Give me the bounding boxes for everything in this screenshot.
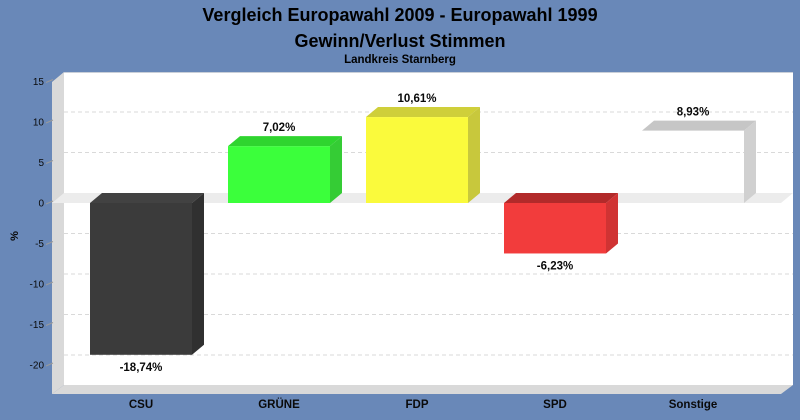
- bar-sonstige-side: [744, 120, 756, 203]
- bar-csu-side: [192, 193, 204, 355]
- plot-left-wall: [52, 72, 64, 394]
- value-label-fdp: 10,61%: [397, 93, 436, 105]
- y-tick-label--15: -15: [30, 320, 45, 331]
- bar-spd-side: [606, 193, 618, 254]
- y-tick-5: [45, 160, 54, 164]
- x-axis-label-fdp: FDP: [406, 399, 429, 411]
- x-axis-label-csu: CSU: [129, 399, 153, 411]
- y-tick-label-5: 5: [38, 158, 44, 169]
- y-tick-15: [45, 79, 54, 83]
- x-axis-label-grune: GRÜNE: [258, 398, 300, 411]
- bar-grune-top: [228, 136, 342, 147]
- bar-grune-front: [228, 146, 330, 203]
- bar-spd-top: [504, 193, 618, 203]
- value-label-sonstige: 8,93%: [677, 107, 710, 119]
- y-tick-label-15: 15: [33, 77, 45, 88]
- chart-title-line-1: Vergleich Europawahl 2009 - Europawahl 1…: [202, 5, 598, 25]
- chart-subtitle: Landkreis Starnberg: [344, 54, 456, 66]
- y-tick-0: [45, 200, 54, 205]
- y-tick-label--5: -5: [35, 239, 44, 250]
- bar-csu-front: [90, 203, 192, 355]
- bar-fdp-front: [366, 117, 468, 203]
- bar-spd-front: [504, 203, 606, 254]
- bar-fdp-side: [468, 107, 480, 203]
- y-tick-label--20: -20: [30, 361, 45, 372]
- value-label-spd: -6,23%: [537, 260, 573, 272]
- y-tick--20: [45, 362, 54, 367]
- y-tick-label-10: 10: [33, 118, 45, 129]
- y-tick-label-0: 0: [38, 199, 44, 210]
- y-tick--5: [45, 241, 54, 245]
- plot-bottom-wall: [52, 385, 793, 394]
- y-tick--10: [45, 281, 54, 286]
- bar-fdp-top: [366, 107, 480, 118]
- y-axis-label: %: [9, 231, 21, 241]
- x-axis-label-sonstige: Sonstige: [669, 399, 718, 411]
- bar-csu-top: [90, 193, 204, 203]
- chart-title-line-2: Gewinn/Verlust Stimmen: [294, 31, 506, 51]
- value-label-csu: -18,74%: [120, 362, 163, 374]
- value-label-grune: 7,02%: [263, 122, 296, 134]
- bar-grune-side: [330, 136, 342, 203]
- y-tick-label--10: -10: [30, 280, 45, 291]
- y-tick--15: [45, 322, 54, 326]
- bar-sonstige-top: [642, 120, 756, 131]
- x-axis-label-spd: SPD: [543, 399, 567, 411]
- y-tick-10: [45, 119, 54, 124]
